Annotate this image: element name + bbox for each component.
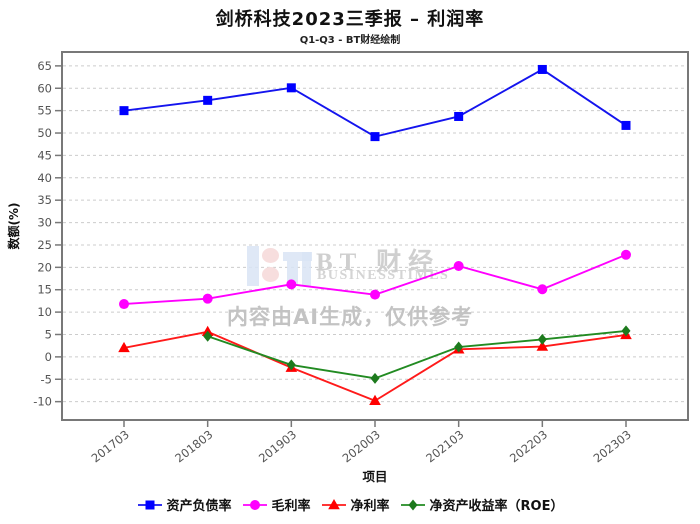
y-axis-title: 数额(%) (7, 202, 21, 250)
legend-marker-diamond-icon (400, 499, 425, 510)
data-point-circle (119, 299, 129, 310)
watermark-brand-text: BT 财经 (316, 249, 441, 276)
watermark-brand-subtext: BUSINESSTIMES (317, 268, 450, 283)
data-point-circle (202, 293, 213, 304)
legend-marker-circle-icon (242, 499, 267, 510)
watermark-logo-bar-top (283, 252, 312, 261)
data-point-triangle (620, 328, 632, 340)
y-tick-label: 40 (37, 171, 52, 185)
data-point-triangle (536, 340, 549, 351)
data-point-square (119, 106, 129, 116)
x-tick-label: 202003 (340, 427, 383, 465)
plot-frame (61, 51, 689, 421)
data-point-circle (286, 279, 297, 290)
y-tick-label: 30 (37, 216, 52, 230)
chart-subtitle: Q1-Q3 - BT财经绘制 (299, 35, 401, 46)
y-tick-label: 65 (37, 59, 52, 73)
legend: 资产负债率 毛利率 净利率 净资产收益率（ROE） (0, 495, 700, 514)
y-tick-label: 15 (37, 283, 52, 297)
x-tick-label: 201803 (172, 427, 215, 465)
legend-item: 净资产收益率（ROE） (400, 495, 564, 514)
legend-item: 资产负债率 (137, 495, 232, 514)
x-axis-title: 项目 (362, 469, 388, 484)
legend-item: 毛利率 (242, 495, 311, 514)
data-point-triangle (452, 343, 465, 354)
watermark-logo-dot-bottom (262, 267, 279, 282)
data-point-square (454, 111, 464, 121)
data-point-diamond (621, 325, 631, 337)
y-tick-label: 20 (37, 260, 52, 274)
watermark-logo-bar-right (302, 252, 311, 286)
data-point-diamond (454, 341, 464, 353)
legend-label: 资产负债率 (166, 499, 232, 514)
data-point-diamond (537, 333, 547, 345)
data-point-diamond (370, 372, 380, 384)
data-point-triangle (201, 325, 214, 337)
y-tick-label: 5 (45, 327, 52, 341)
series-line-square (123, 68, 627, 138)
chart-title: 剑桥科技2023三季报 – 利润率 (215, 9, 485, 30)
data-point-diamond (203, 330, 213, 342)
y-tick-label: 55 (37, 104, 52, 118)
data-point-circle (453, 260, 464, 271)
x-tick-label: 201903 (256, 427, 299, 465)
y-tick-label: 45 (37, 148, 52, 162)
data-point-circle (249, 499, 260, 510)
data-point-square (370, 132, 380, 142)
data-point-circle (370, 289, 380, 300)
x-tick-label: 202203 (507, 427, 550, 465)
x-tick-label: 202303 (591, 427, 634, 465)
legend-item: 净利率 (321, 495, 390, 514)
watermark-logo-dot-top (262, 248, 279, 263)
y-tick-label: 35 (37, 193, 52, 207)
watermark-logo-bar-mid (287, 261, 298, 286)
data-point-triangle (369, 394, 381, 405)
watermark-disclaimer-text: 内容由AI生成，仅供参考 (227, 305, 474, 329)
y-tick-label: 10 (37, 305, 52, 319)
data-point-triangle (327, 498, 340, 509)
series-line-triangle (123, 330, 627, 402)
data-point-square (145, 500, 154, 509)
legend-label: 净资产收益率（ROE） (429, 499, 564, 514)
x-tick-label: 201703 (89, 427, 132, 465)
data-point-triangle (285, 361, 298, 372)
data-point-circle (537, 284, 548, 295)
data-point-square (286, 83, 296, 93)
legend-marker-triangle-icon (321, 498, 346, 509)
legend-label: 毛利率 (271, 499, 311, 514)
y-tick-label: 0 (45, 350, 52, 364)
y-tick-label: -5 (41, 372, 52, 386)
watermark-logo-bar-left (247, 246, 259, 286)
data-point-square (537, 64, 547, 74)
data-point-diamond (408, 499, 418, 510)
data-point-triangle (118, 341, 130, 353)
data-point-diamond (286, 359, 296, 371)
data-point-square (621, 120, 631, 130)
legend-label: 净利率 (350, 499, 390, 514)
x-tick-label: 202103 (423, 427, 466, 465)
y-tick-label: 50 (37, 126, 52, 140)
y-tick-label: 25 (37, 238, 52, 252)
data-point-square (203, 95, 213, 105)
series-line-diamond (207, 329, 627, 380)
series-line-circle (123, 253, 627, 305)
y-tick-label: 60 (37, 81, 52, 95)
y-tick-label: -10 (33, 395, 52, 409)
data-point-circle (621, 249, 631, 260)
legend-marker-square-icon (137, 500, 162, 509)
